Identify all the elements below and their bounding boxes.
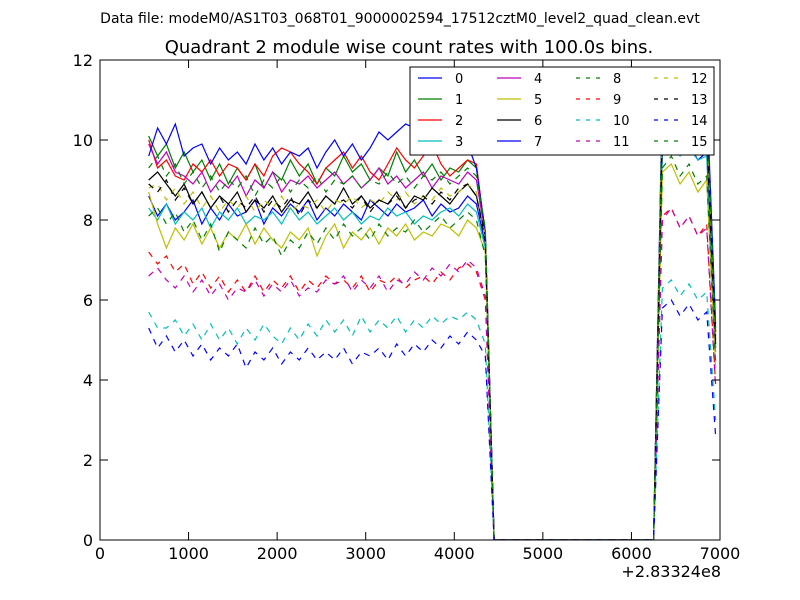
- legend-label-15: 15: [691, 135, 708, 150]
- series-line-9: [148, 206, 717, 540]
- legend-label-10: 10: [613, 114, 630, 129]
- y-tick-label: 2: [83, 451, 93, 470]
- legend-label-2: 2: [455, 114, 463, 129]
- series-line-2: [148, 94, 717, 540]
- y-tick-label: 12: [73, 51, 93, 70]
- x-tick-label: 3000: [345, 544, 386, 563]
- series-line-13: [148, 110, 717, 540]
- x-tick-label: 1000: [168, 544, 209, 563]
- x-tick-label: 6000: [611, 544, 652, 563]
- series-line-15: [148, 90, 717, 540]
- x-tick-label: 4000: [434, 544, 475, 563]
- y-tick-label: 0: [83, 531, 93, 550]
- series-line-0: [148, 126, 717, 540]
- y-tick-label: 10: [73, 131, 93, 150]
- legend-label-12: 12: [691, 72, 708, 87]
- legend-label-3: 3: [455, 135, 463, 150]
- series-line-11: [148, 206, 717, 540]
- series-line-8: [148, 154, 717, 540]
- legend-label-7: 7: [534, 135, 542, 150]
- series-line-5: [148, 162, 717, 540]
- x-offset-text: +2.83324e8: [621, 562, 721, 581]
- chart-title: Quadrant 2 module wise count rates with …: [165, 37, 654, 58]
- legend-box: [409, 66, 715, 156]
- legend-label-1: 1: [455, 93, 463, 108]
- legend-label-5: 5: [534, 93, 542, 108]
- legend-label-8: 8: [613, 72, 621, 87]
- legend-label-11: 11: [613, 135, 630, 150]
- legend-label-14: 14: [691, 114, 708, 129]
- series-line-12: [148, 71, 717, 540]
- x-tick-label: 7000: [700, 544, 741, 563]
- x-tick-label: 0: [95, 544, 105, 563]
- x-tick-label: 5000: [522, 544, 563, 563]
- legend-label-9: 9: [613, 93, 621, 108]
- legend-label-6: 6: [534, 114, 542, 129]
- legend-label-4: 4: [534, 72, 542, 87]
- y-tick-label: 6: [83, 291, 93, 310]
- series-line-14: [148, 299, 717, 540]
- x-tick-label: 2000: [257, 544, 298, 563]
- series-line-3: [148, 134, 717, 540]
- legend-label-0: 0: [455, 72, 463, 87]
- y-tick-label: 8: [83, 211, 93, 230]
- figure-suptitle: Data file: modeM0/AS1T03_068T01_90000025…: [100, 11, 700, 27]
- series-line-10: [148, 279, 717, 540]
- y-tick-label: 4: [83, 371, 93, 390]
- legend-label-13: 13: [691, 93, 708, 108]
